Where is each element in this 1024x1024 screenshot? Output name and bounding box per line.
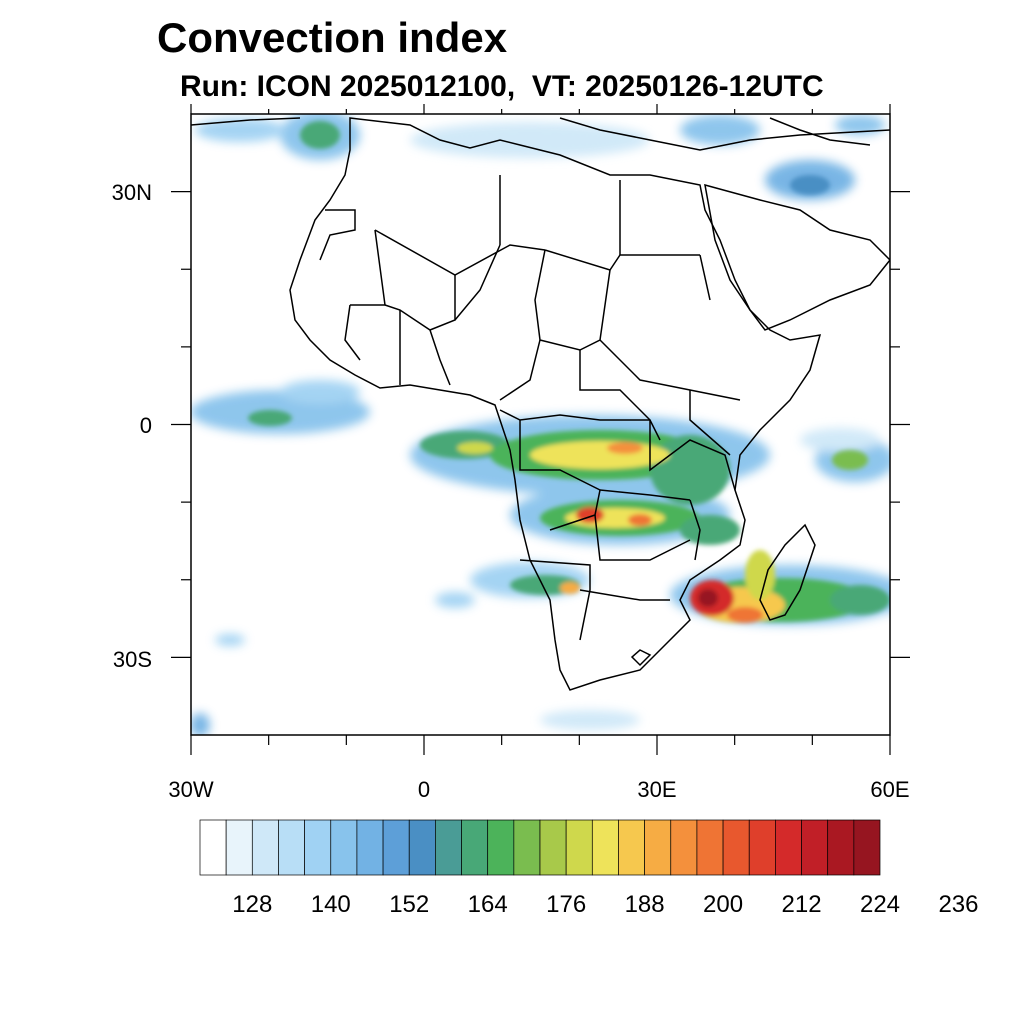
coastline-borders: [191, 117, 890, 691]
colorbar-swatch: [251, 819, 279, 876]
colorbar-tick-label: 140: [311, 891, 351, 918]
valid-time-label: VT: 20250126-12UTC: [531, 70, 824, 103]
colorbar-tick-label: 164: [468, 891, 508, 918]
chart-title: Convection index: [157, 14, 508, 61]
lon-label-60e: 60E: [870, 777, 909, 802]
colorbar-swatch: [225, 819, 253, 876]
colorbar-swatch: [644, 819, 672, 876]
colorbar-tick-label: 224: [860, 891, 900, 918]
colorbar-swatch: [487, 819, 515, 876]
colorbar-swatch: [722, 819, 750, 876]
lat-label-30n: 30N: [112, 180, 152, 205]
colorbar-swatch: [775, 819, 802, 876]
colorbar-swatch: [591, 819, 619, 876]
colorbar-swatch: [670, 819, 698, 876]
colorbar-tick-label: 236: [938, 891, 978, 918]
colorbar-tick-label: 188: [625, 891, 665, 918]
colorbar-swatch: [304, 819, 332, 876]
colorbar-swatch: [618, 819, 645, 876]
colorbar-swatch: [199, 819, 227, 876]
convection-field: [191, 114, 890, 735]
lon-label-30w: 30W: [168, 777, 213, 802]
colorbar-swatch: [435, 819, 462, 876]
colorbar-swatch: [356, 819, 384, 876]
colorbar-swatch: [801, 819, 829, 876]
colorbar-swatch: [461, 819, 489, 876]
lat-label-0: 0: [140, 413, 152, 438]
colorbar-tick-label: 152: [389, 891, 429, 918]
axis-ticks: [171, 104, 910, 755]
lat-label-30s: 30S: [113, 647, 152, 672]
colorbar-swatch: [853, 819, 881, 876]
run-label: Run: ICON 2025012100,: [180, 70, 516, 103]
colorbar-swatch: [827, 819, 855, 876]
lon-label-30e: 30E: [637, 777, 676, 802]
colorbar-tick-label: 212: [782, 891, 822, 918]
colorbar: [199, 819, 881, 876]
colorbar-swatch: [539, 819, 567, 876]
chart-subtitle: Run: ICON 2025012100, VT: 20250126-12UTC: [180, 70, 824, 104]
colorbar-labels: 128 140 152 164 176 188 200 212 224 236: [232, 891, 978, 918]
colorbar-tick-label: 176: [546, 891, 586, 918]
colorbar-swatch: [565, 819, 593, 876]
colorbar-swatch: [748, 819, 776, 876]
colorbar-swatch: [330, 819, 358, 876]
colorbar-swatch: [278, 819, 305, 876]
colorbar-swatch: [513, 819, 541, 876]
colorbar-swatch: [408, 819, 436, 876]
colorbar-swatch: [696, 819, 724, 876]
colorbar-tick-label: 200: [703, 891, 743, 918]
lon-label-0: 0: [418, 777, 430, 802]
colorbar-swatch: [382, 819, 410, 876]
colorbar-tick-label: 128: [232, 891, 272, 918]
